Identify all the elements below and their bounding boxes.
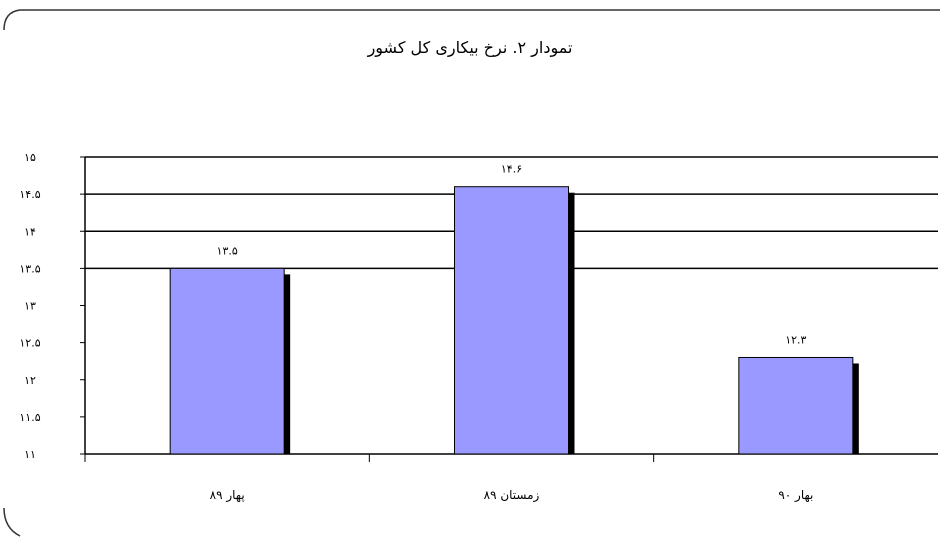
chart-title: تمودار ۲. نرخ بیکاری کل کشور xyxy=(367,38,573,57)
y-tick-label-4: ۱۳ xyxy=(24,300,36,313)
y-tick-label-2: ۱۲ xyxy=(24,374,36,387)
x-category-label-0: پهار ۸۹ xyxy=(210,488,245,503)
y-tick-label-3: ۱۲.۵ xyxy=(19,337,40,350)
y-tick-label-6: ۱۴ xyxy=(24,225,36,238)
y-tick-label-1: ۱۱.۵ xyxy=(19,411,40,424)
x-category-label-2: بهار ۹۰ xyxy=(778,488,813,503)
bar-value-label-0: ۱۳.۵ xyxy=(217,244,238,257)
y-tick-label-5: ۱۳.۵ xyxy=(19,262,40,275)
bar-1 xyxy=(454,186,569,455)
bar-0 xyxy=(169,267,285,455)
x-category-label-1: زمستان ۸۹ xyxy=(484,488,540,503)
y-tick-label-0: ۱۱ xyxy=(24,448,36,461)
bar-value-label-1: ۱۴.۶ xyxy=(501,163,522,176)
bar-value-label-2: ۱۲.۳ xyxy=(785,333,806,346)
bar-2 xyxy=(738,356,854,455)
y-tick-label-8: ۱۵ xyxy=(24,151,36,164)
y-tick-label-7: ۱۴.۵ xyxy=(19,188,40,201)
